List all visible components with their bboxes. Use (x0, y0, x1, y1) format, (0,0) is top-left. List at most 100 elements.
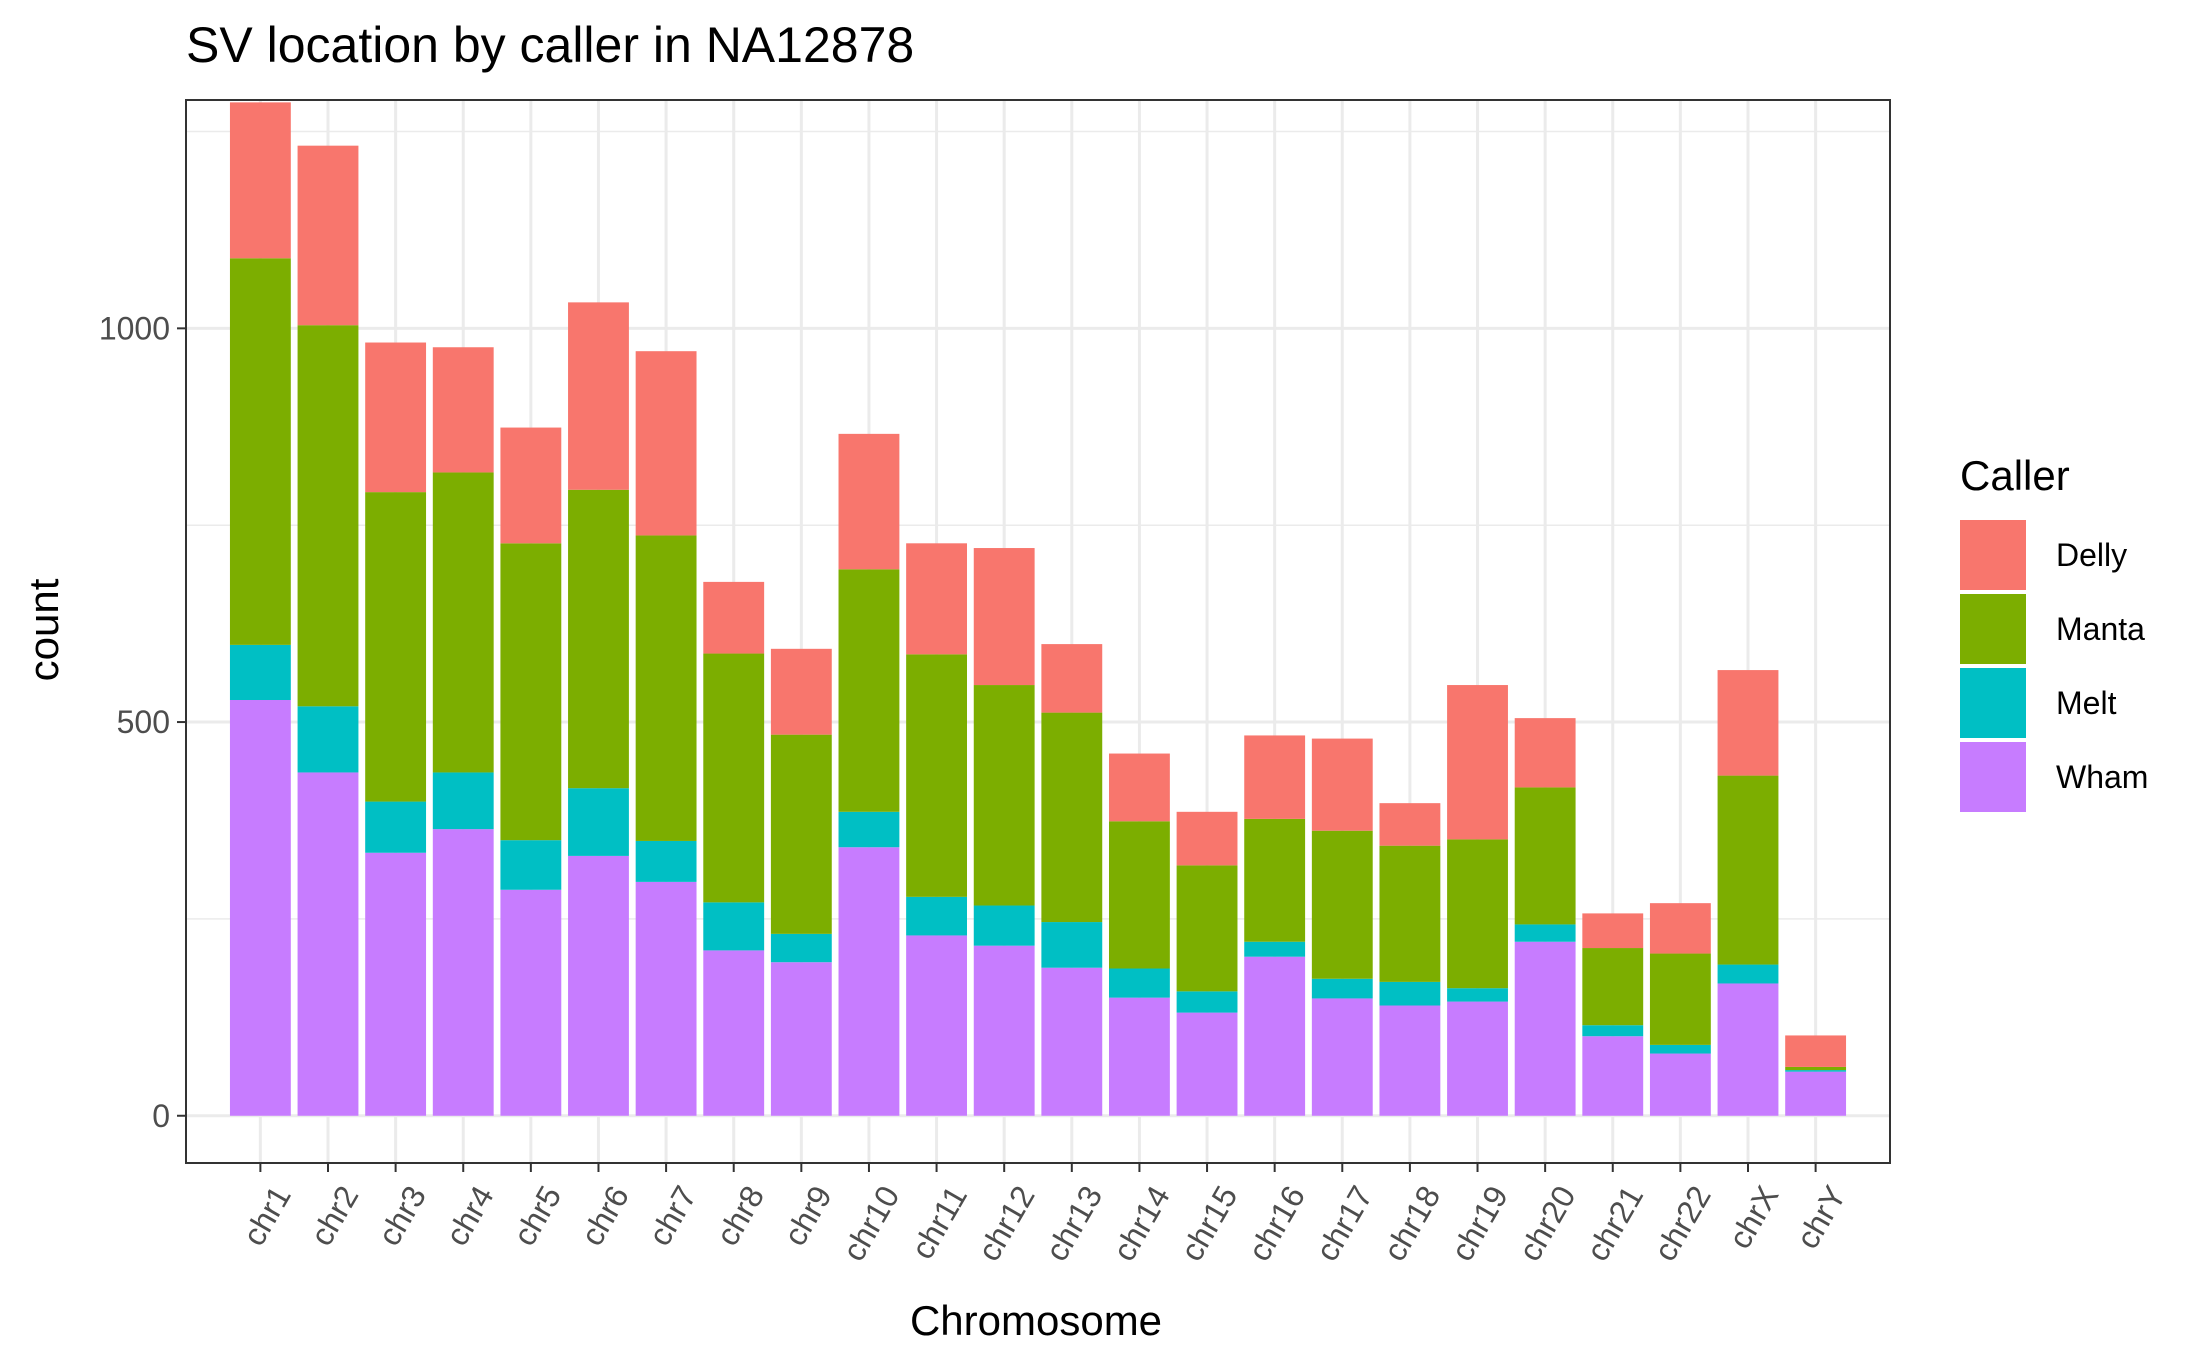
legend-label-delly: Delly (2056, 537, 2127, 573)
bar-manta-chr2 (297, 325, 359, 707)
bar-wham-chrY (1785, 1071, 1847, 1116)
bar-delly-chr16 (1244, 735, 1306, 819)
bar-wham-chr3 (365, 852, 427, 1116)
bar-delly-chr8 (703, 581, 765, 654)
bar-melt-chr12 (973, 905, 1035, 946)
y-tick-label: 0 (152, 1098, 170, 1134)
bar-melt-chrX (1717, 964, 1779, 984)
bar-delly-chrX (1717, 670, 1779, 776)
legend-key-manta (1960, 594, 2026, 664)
bar-delly-chr6 (568, 302, 629, 490)
bar-delly-chr12 (973, 548, 1035, 686)
bar-manta-chr10 (838, 569, 900, 812)
bar-delly-chr5 (500, 427, 562, 544)
bar-melt-chr14 (1109, 968, 1170, 998)
bar-melt-chr21 (1582, 1025, 1644, 1037)
bar-manta-chr4 (432, 472, 494, 773)
bar-delly-chr10 (838, 433, 900, 570)
legend-key-melt (1960, 668, 2026, 738)
bar-delly-chr7 (635, 351, 697, 536)
bar-manta-chr5 (500, 543, 562, 841)
legend-key-delly (1960, 520, 2026, 590)
legend-label-wham: Wham (2056, 759, 2148, 795)
bar-manta-chr11 (906, 654, 967, 897)
bar-manta-chr3 (365, 492, 427, 802)
chart-title: SV location by caller in NA12878 (186, 17, 914, 73)
bar-manta-chr7 (635, 535, 697, 841)
bar-wham-chr1 (229, 700, 291, 1116)
bar-wham-chr21 (1582, 1036, 1644, 1116)
bar-manta-chr8 (703, 653, 765, 903)
bar-wham-chr9 (770, 962, 832, 1116)
bar-delly-chrY (1785, 1035, 1847, 1067)
bar-melt-chr15 (1176, 991, 1238, 1013)
bar-wham-chr2 (297, 772, 359, 1116)
bar-delly-chr2 (297, 145, 359, 326)
bar-melt-chr20 (1514, 924, 1576, 942)
bar-melt-chr9 (770, 933, 832, 963)
bar-wham-chr13 (1041, 967, 1103, 1116)
bar-delly-chr9 (770, 648, 832, 735)
bar-wham-chr15 (1176, 1012, 1238, 1116)
bar-manta-chr6 (568, 489, 629, 789)
legend-label-manta: Manta (2056, 611, 2145, 647)
bar-manta-chr18 (1379, 845, 1441, 982)
bar-manta-chr14 (1109, 821, 1170, 969)
bar-wham-chr4 (432, 829, 494, 1116)
bar-wham-chr12 (973, 945, 1035, 1116)
bar-wham-chrX (1717, 983, 1779, 1116)
bar-manta-chr15 (1176, 865, 1238, 992)
bars (229, 102, 1847, 1116)
bar-wham-chr17 (1311, 998, 1373, 1116)
bar-delly-chr18 (1379, 803, 1441, 846)
bar-delly-chr11 (906, 543, 967, 655)
y-tick-label: 1000 (99, 310, 170, 346)
bar-delly-chr20 (1514, 718, 1576, 788)
bar-wham-chr22 (1649, 1053, 1711, 1116)
legend-title: Caller (1960, 452, 2070, 499)
bar-melt-chr6 (568, 788, 629, 856)
bar-delly-chr14 (1109, 753, 1170, 822)
bar-manta-chr17 (1311, 830, 1373, 979)
bar-manta-chr16 (1244, 818, 1306, 942)
bar-delly-chr17 (1311, 738, 1373, 831)
y-tick-label: 500 (117, 704, 170, 740)
bar-wham-chr14 (1109, 997, 1170, 1116)
bar-melt-chr4 (432, 772, 494, 830)
bar-wham-chr20 (1514, 941, 1576, 1116)
bar-manta-chr1 (229, 258, 291, 645)
bar-melt-chr18 (1379, 981, 1441, 1006)
bar-manta-chr13 (1041, 712, 1103, 923)
bar-wham-chr7 (635, 881, 697, 1116)
legend-key-wham (1960, 742, 2026, 812)
legend: Caller Delly Manta Melt Wham (1960, 452, 2148, 812)
bar-delly-chr19 (1447, 685, 1508, 840)
bar-melt-chr2 (297, 706, 359, 773)
bar-melt-chr17 (1311, 978, 1373, 999)
bar-manta-chr19 (1447, 839, 1508, 989)
y-axis-title: count (20, 578, 67, 681)
bar-wham-chr5 (500, 889, 562, 1116)
bar-delly-chr4 (432, 347, 494, 473)
bar-wham-chr16 (1244, 956, 1306, 1116)
bar-melt-chr11 (906, 896, 967, 936)
bar-melt-chr5 (500, 840, 562, 890)
bar-delly-chr13 (1041, 644, 1103, 713)
bar-manta-chr21 (1582, 948, 1644, 1026)
bar-delly-chr3 (365, 342, 427, 493)
bar-wham-chr11 (906, 935, 967, 1116)
bar-manta-chr12 (973, 685, 1035, 906)
bar-melt-chr22 (1649, 1044, 1711, 1054)
bar-melt-chr7 (635, 840, 697, 882)
bar-melt-chr10 (838, 811, 900, 848)
bar-delly-chr22 (1649, 903, 1711, 954)
bar-manta-chr20 (1514, 787, 1576, 925)
bar-melt-chr16 (1244, 941, 1306, 957)
legend-label-melt: Melt (2056, 685, 2117, 721)
x-axis-title: Chromosome (910, 1297, 1162, 1344)
bar-melt-chr13 (1041, 922, 1103, 968)
bar-manta-chrX (1717, 775, 1779, 965)
bar-melt-chr19 (1447, 988, 1508, 1002)
bar-manta-chr22 (1649, 953, 1711, 1045)
